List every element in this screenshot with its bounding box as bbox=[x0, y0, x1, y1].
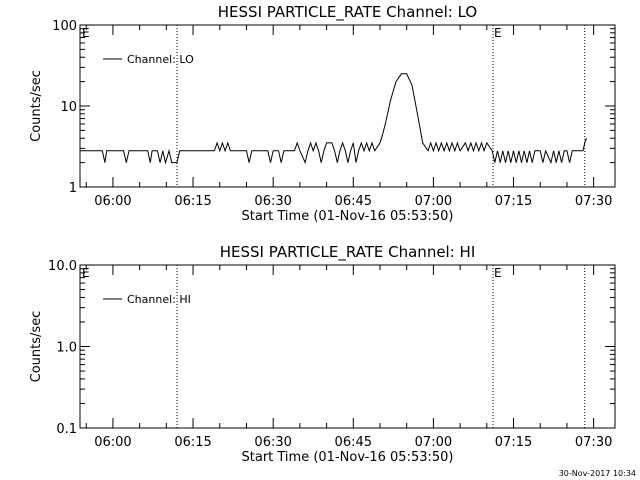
y-tick-label: 100 bbox=[52, 19, 77, 34]
corner-label: E bbox=[82, 26, 90, 40]
footer-timestamp: 30-Nov-2017 10:34 bbox=[559, 469, 636, 478]
plot-frame bbox=[79, 264, 616, 429]
event-marker-label: E bbox=[494, 266, 502, 280]
chart-title: HESSI PARTICLE_RATE Channel: LO bbox=[218, 3, 477, 22]
y-axis-label: Counts/sec bbox=[29, 311, 44, 383]
x-tick-label: 07:15 bbox=[495, 435, 532, 450]
y-tick-label: 10.0 bbox=[48, 259, 77, 274]
legend-label: Channel: HI bbox=[127, 293, 191, 306]
x-tick-label: 06:00 bbox=[94, 435, 131, 450]
x-tick-label: 07:00 bbox=[415, 194, 452, 209]
y-tick-label: 0.1 bbox=[56, 422, 77, 437]
x-tick-label: 06:15 bbox=[174, 435, 211, 450]
chart-title: HESSI PARTICLE_RATE Channel: HI bbox=[220, 243, 476, 262]
x-tick-label: 06:45 bbox=[335, 194, 372, 209]
legend-label: Channel: LO bbox=[127, 53, 194, 66]
x-tick-label: 07:15 bbox=[495, 194, 532, 209]
x-tick-label: 06:45 bbox=[335, 435, 372, 450]
y-tick-label: 1 bbox=[69, 181, 77, 196]
x-tick-label: 07:30 bbox=[575, 435, 612, 450]
x-tick-label: 06:30 bbox=[254, 194, 291, 209]
y-tick-label: 1.0 bbox=[56, 341, 77, 356]
x-axis-label: Start Time (01-Nov-16 05:53:50) bbox=[242, 209, 454, 224]
x-tick-label: 07:30 bbox=[575, 194, 612, 209]
x-tick-label: 06:00 bbox=[94, 194, 131, 209]
event-marker-label: E bbox=[494, 26, 502, 40]
y-tick-label: 10 bbox=[60, 100, 77, 115]
series-line bbox=[80, 73, 587, 165]
corner-label: E bbox=[82, 266, 90, 280]
x-axis-label: Start Time (01-Nov-16 05:53:50) bbox=[242, 450, 454, 465]
x-tick-label: 07:00 bbox=[415, 435, 452, 450]
x-tick-label: 06:30 bbox=[254, 435, 291, 450]
x-tick-label: 06:15 bbox=[174, 194, 211, 209]
y-axis-label: Counts/sec bbox=[29, 70, 44, 142]
